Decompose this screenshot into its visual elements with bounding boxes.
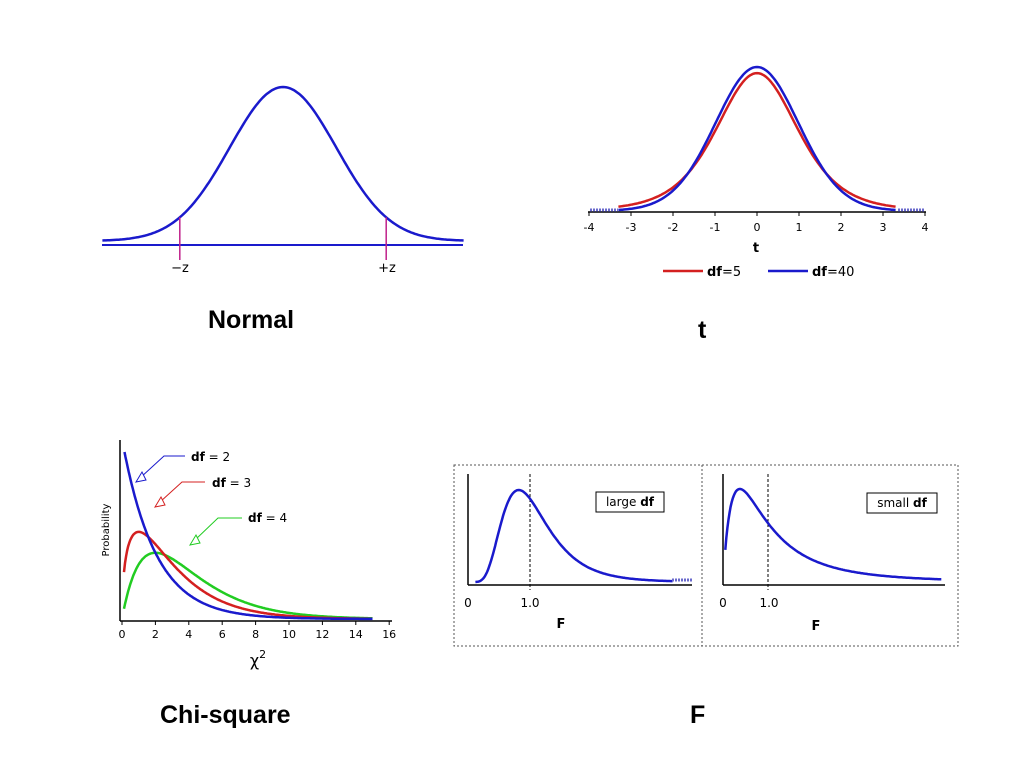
t-tick-label: -3 bbox=[626, 221, 637, 234]
f-panel-large-df: 0 1.0 F large df bbox=[464, 474, 692, 632]
chi-callout-label-df4: df = 4 bbox=[248, 511, 287, 525]
chi-tick-label: 16 bbox=[382, 628, 396, 641]
chi-callout-arrow-df3 bbox=[153, 495, 166, 508]
chi-tick-label: 12 bbox=[315, 628, 329, 641]
t-chart: -4 -3 -2 -1 0 1 2 3 4 t df=5 df=40 bbox=[584, 65, 929, 280]
chi-callout-leader-df2 bbox=[139, 455, 185, 479]
chi-x-axis-label: χ2 bbox=[250, 648, 266, 670]
caption-t: t bbox=[698, 316, 707, 344]
chi-ticks bbox=[121, 621, 390, 625]
f-large-tick-label: 0 bbox=[464, 596, 472, 610]
f-large-tick-label: 1.0 bbox=[520, 596, 539, 610]
normal-chart: −z +z bbox=[102, 85, 464, 276]
chi-callout-leader-df4 bbox=[194, 517, 242, 541]
t-tick-labels: -4 -3 -2 -1 0 1 2 3 4 bbox=[584, 221, 929, 234]
f-small-label: small df bbox=[877, 496, 927, 510]
chi-callout-leader-df3 bbox=[159, 481, 205, 503]
chi-square-chart: 0 2 4 6 8 10 12 14 16 Probability χ2 df = 2 df =… bbox=[101, 440, 396, 670]
f-small-x-axis-label: F bbox=[812, 619, 821, 634]
chi-y-axis-label: Probability bbox=[101, 503, 112, 556]
t-x-axis-label: t bbox=[753, 241, 759, 256]
t-tick-label: -1 bbox=[710, 221, 721, 234]
chi-curve-df2 bbox=[123, 451, 373, 621]
caption-chi-square: Chi-square bbox=[160, 701, 291, 729]
f-large-x-axis-label: F bbox=[557, 617, 566, 632]
chi-callout-df2: df = 2 bbox=[134, 450, 230, 483]
chi-tick-label: 10 bbox=[282, 628, 296, 641]
t-tick-label: 2 bbox=[838, 221, 845, 234]
f-frame bbox=[453, 464, 959, 647]
chi-curve-df3 bbox=[122, 530, 373, 620]
t-ticks bbox=[588, 212, 926, 216]
chi-tick-label: 6 bbox=[219, 628, 226, 641]
t-tick-label: 4 bbox=[922, 221, 929, 234]
f-small-tick-label: 0 bbox=[719, 596, 727, 610]
t-tick-label: -2 bbox=[668, 221, 679, 234]
caption-normal: Normal bbox=[208, 306, 295, 334]
t-legend-label-df40: df=40 bbox=[812, 265, 854, 280]
t-tick-label: 3 bbox=[880, 221, 887, 234]
f-large-label: large df bbox=[606, 495, 655, 509]
chi-callout-arrow-df4 bbox=[188, 533, 201, 546]
chi-tick-label: 8 bbox=[252, 628, 259, 641]
chi-tick-label: 0 bbox=[119, 628, 126, 641]
chi-tick-label: 2 bbox=[152, 628, 159, 641]
chi-callout-arrow-df2 bbox=[134, 470, 147, 483]
chi-callout-label-df3: df = 3 bbox=[212, 476, 251, 490]
f-small-label-box bbox=[866, 492, 938, 514]
f-large-label-box bbox=[595, 491, 665, 513]
chi-callout-label-df2: df = 2 bbox=[191, 450, 230, 464]
chi-callout-df4: df = 4 bbox=[188, 511, 287, 546]
caption-f: F bbox=[690, 701, 706, 729]
t-tick-label: 0 bbox=[754, 221, 761, 234]
chi-tick-label: 4 bbox=[185, 628, 192, 641]
f-small-tick-label: 1.0 bbox=[759, 596, 778, 610]
t-curve-df5 bbox=[618, 71, 896, 208]
normal-curve bbox=[102, 85, 464, 242]
f-chart: 0 1.0 F large df 0 1.0 F small df bbox=[453, 464, 959, 647]
t-tick-label: -4 bbox=[584, 221, 595, 234]
t-legend: df=5 df=40 bbox=[663, 265, 854, 280]
f-panel-small-df: 0 1.0 F small df bbox=[719, 474, 945, 634]
t-tick-label: 1 bbox=[796, 221, 803, 234]
f-large-curve bbox=[475, 488, 673, 584]
t-curve-df40 bbox=[618, 65, 896, 212]
chi-callout-df3: df = 3 bbox=[153, 476, 251, 508]
normal-tick-label: +z bbox=[378, 261, 396, 276]
f-small-curve bbox=[724, 487, 942, 581]
t-legend-label-df5: df=5 bbox=[707, 265, 741, 280]
chi-tick-labels: 0 2 4 6 8 10 12 14 16 bbox=[119, 628, 397, 641]
chi-tick-label: 14 bbox=[349, 628, 363, 641]
normal-tick-label: −z bbox=[171, 261, 189, 276]
